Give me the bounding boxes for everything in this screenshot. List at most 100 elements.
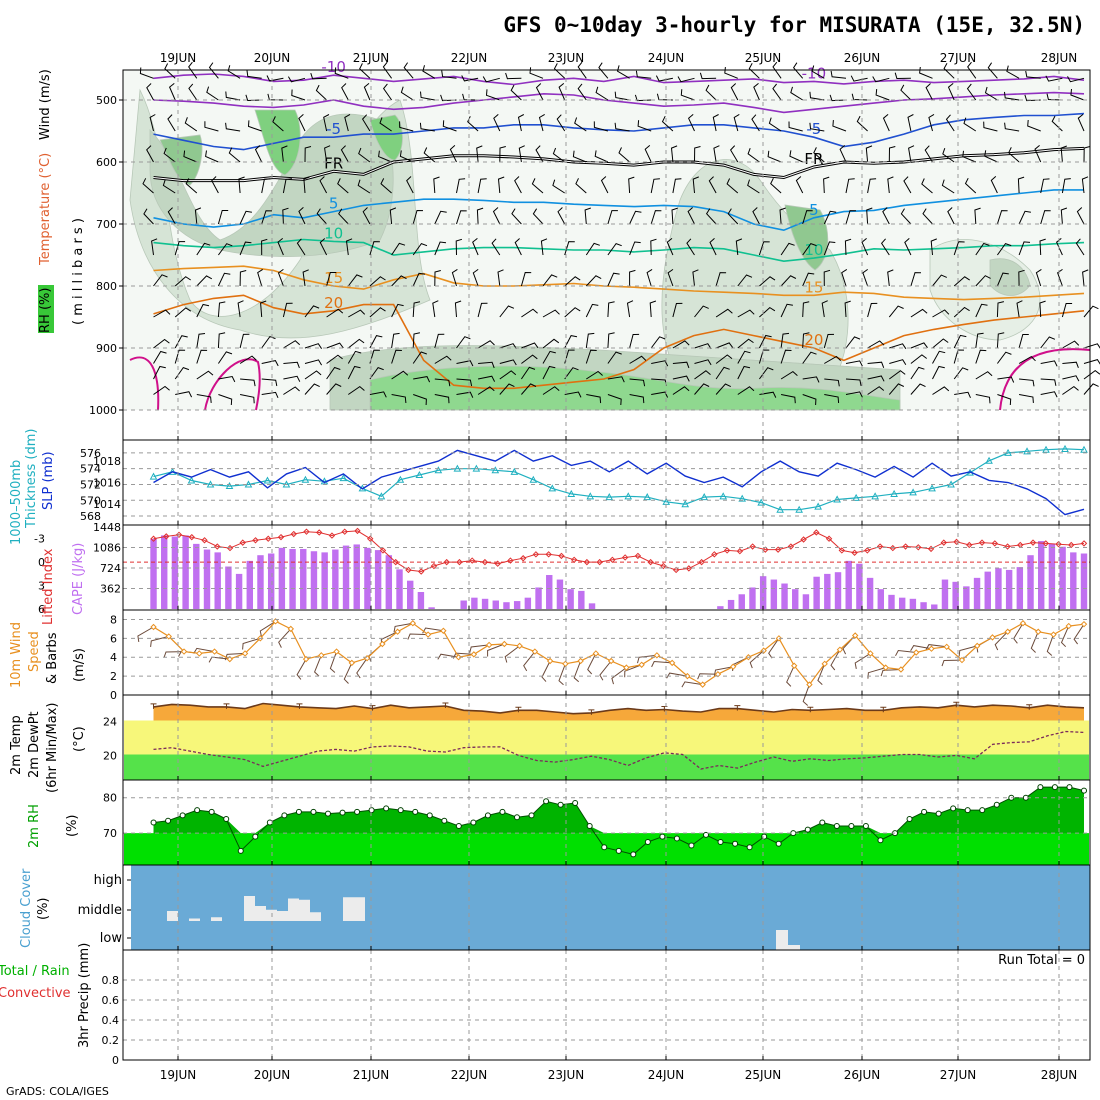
cloud-middle-bar xyxy=(277,911,288,921)
isotherm-label-3-0: FR xyxy=(324,154,343,172)
rh-point xyxy=(936,811,941,816)
cape-bar xyxy=(867,578,873,609)
date-top-2: 21JUN xyxy=(353,51,390,65)
p4-c-label: & Barbs xyxy=(45,632,60,684)
run-total-label: Run Total = 0 xyxy=(998,953,1085,968)
cape-bar xyxy=(343,546,349,609)
rh-point xyxy=(151,820,156,825)
p1-ytick-label-5: 1000 xyxy=(89,404,117,417)
cape-bar xyxy=(375,550,381,609)
cape-bar xyxy=(557,580,563,609)
rh-point xyxy=(296,809,301,814)
rh-point xyxy=(369,808,374,813)
cape-bar xyxy=(813,577,819,609)
cape-bar xyxy=(418,592,424,609)
panel4-labels: 10m Wind Speed & Barbs (m/s) xyxy=(9,622,87,688)
cape-bar xyxy=(963,586,969,609)
cape-bar xyxy=(354,544,360,609)
p1-ytick-label-1: 600 xyxy=(96,156,117,169)
cape-bar xyxy=(878,589,884,609)
cape-bar xyxy=(150,539,156,609)
cloud-middle-bar xyxy=(244,896,255,921)
cape-bar xyxy=(920,602,926,609)
date-bottom-1: 20JUN xyxy=(254,1068,291,1082)
rh-point xyxy=(762,834,767,839)
cape-bar xyxy=(332,550,338,609)
rh-point xyxy=(660,834,665,839)
cloud-low-bar xyxy=(788,945,800,950)
p3-cape-tick-0: 362 xyxy=(100,583,121,596)
cape-bar xyxy=(182,535,188,609)
cape-bar xyxy=(321,552,327,609)
cape-bar xyxy=(589,603,595,609)
p4-d-label: (m/s) xyxy=(72,648,87,682)
cape-bar xyxy=(386,555,392,609)
rh-point xyxy=(311,809,316,814)
cape-bar xyxy=(279,548,285,609)
cape-bar xyxy=(1049,544,1055,609)
p1-temp-label: Temperature (°C) xyxy=(38,153,53,266)
rh-point xyxy=(340,810,345,815)
rh-point xyxy=(718,839,723,844)
rh-point xyxy=(1038,785,1043,790)
rh-point xyxy=(398,808,403,813)
cloud-middle-bar xyxy=(299,900,310,921)
rh-point xyxy=(180,813,185,818)
cape-bar xyxy=(771,580,777,609)
isotherm-label-5-1: 10 xyxy=(804,241,823,259)
rh-point xyxy=(965,808,970,813)
date-top-4: 23JUN xyxy=(548,51,585,65)
rh-point xyxy=(384,806,389,811)
cape-bar xyxy=(407,581,413,609)
rh-point xyxy=(1067,785,1072,790)
p1-ytick-label-2: 700 xyxy=(96,218,117,231)
rh-point xyxy=(573,801,578,806)
p2-slp-tick-1: 1016 xyxy=(93,477,121,490)
cape-bar xyxy=(856,564,862,609)
date-top-5: 24JUN xyxy=(648,51,685,65)
cape-bar xyxy=(514,601,520,609)
credit-label: GrADS: COLA/IGES xyxy=(6,1085,109,1098)
rh-point xyxy=(689,843,694,848)
p8-ytick-label-3: 0.6 xyxy=(102,994,120,1007)
cape-bar xyxy=(578,591,584,609)
p3-li-tick-0: -3 xyxy=(34,533,45,546)
cape-bar xyxy=(824,574,830,609)
p2-slp-tick-0: 1014 xyxy=(93,498,121,511)
p1-ytick-label-0: 500 xyxy=(96,94,117,107)
meteogram-svg: GFS 0~10day 3-hourly for MISURATA (15E, … xyxy=(0,0,1100,1100)
p3-cape-tick-2: 1086 xyxy=(93,542,121,555)
cloud-middle-bar xyxy=(354,897,365,921)
rh-point xyxy=(224,816,229,821)
p5-b-label: 2m DewPt xyxy=(27,711,42,778)
p7-a-label: Cloud Cover xyxy=(19,868,34,948)
p4-a-label: 10m Wind xyxy=(9,622,24,688)
rh-point xyxy=(325,811,330,816)
cape-bar xyxy=(1038,541,1044,609)
rh-point xyxy=(863,824,868,829)
cape-bar xyxy=(193,544,199,609)
rh-point xyxy=(1082,788,1087,793)
p2-slp-label: SLP (mb) xyxy=(41,451,56,510)
rh-point xyxy=(456,824,461,829)
cape-bar xyxy=(482,599,488,609)
cape-bar xyxy=(803,594,809,609)
rh-point xyxy=(776,841,781,846)
panel7-labels: Cloud Cover (%) xyxy=(19,868,51,948)
p8-a-label: 3hr Precip (mm) xyxy=(77,943,92,1048)
panel1-labels: RH (%) Temperature (°C) Wind (m/s) ( m i… xyxy=(38,69,86,333)
p4-ytick-label-4: 8 xyxy=(110,613,117,626)
p3-cape-tick-1: 724 xyxy=(100,562,121,575)
rh-point xyxy=(733,841,738,846)
cape-bar xyxy=(471,598,477,609)
p6-ytick-label-1: 80 xyxy=(103,792,117,805)
date-bottom-4: 23JUN xyxy=(548,1068,585,1082)
rh-point xyxy=(674,836,679,841)
cape-bar xyxy=(236,574,242,609)
cloud-middle-bar xyxy=(167,911,178,921)
date-top-7: 26JUN xyxy=(844,51,881,65)
cape-bar xyxy=(1006,570,1012,609)
cape-bar xyxy=(567,589,573,609)
rh-point xyxy=(834,824,839,829)
p1-wind-label: Wind (m/s) xyxy=(38,69,53,140)
